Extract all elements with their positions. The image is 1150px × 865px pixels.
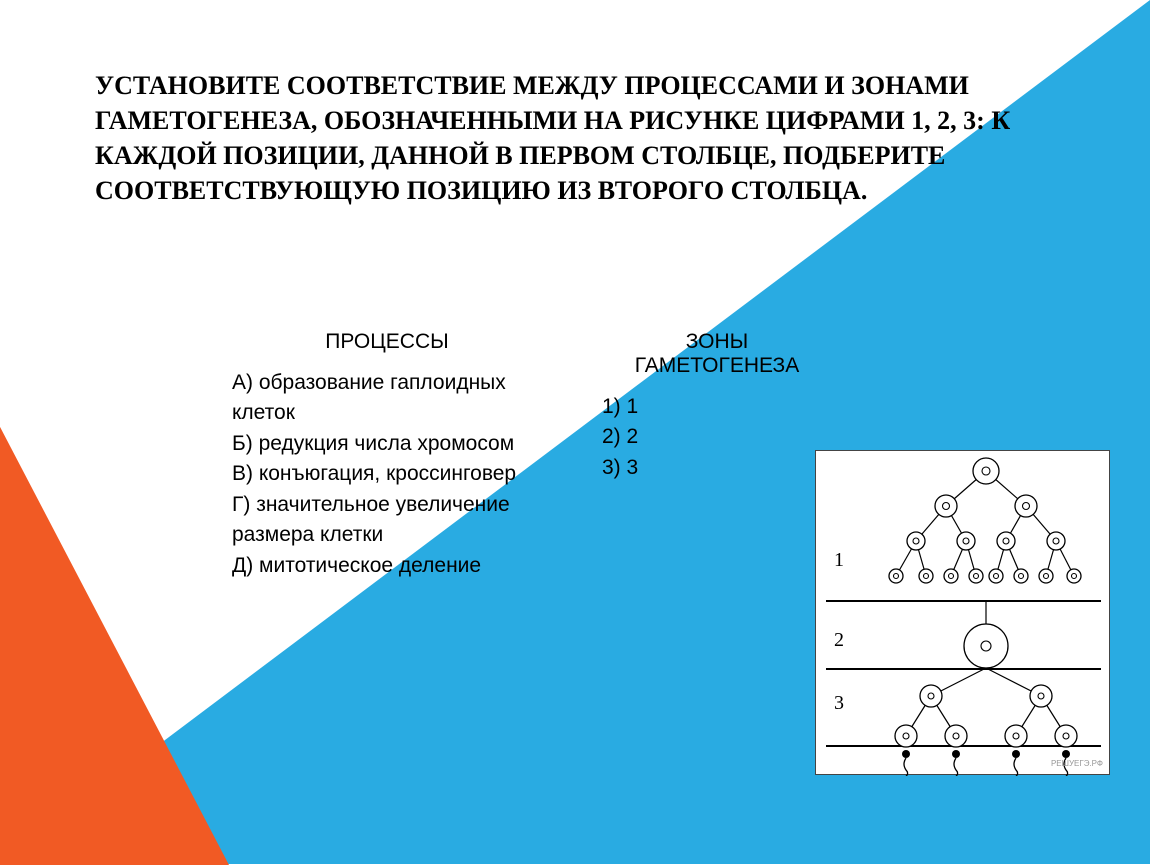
svg-text:3: 3 xyxy=(834,692,844,714)
diagram-svg: 1 2 3 xyxy=(816,451,1111,776)
columns: ПРОЦЕССЫ А) образование гаплоидных клето… xyxy=(232,330,832,581)
zone-item: 3) 3 xyxy=(602,453,832,483)
process-item: А) образование гаплоидных клеток xyxy=(232,368,542,429)
svg-text:2: 2 xyxy=(834,629,844,651)
process-item: Д) митотическое деление xyxy=(232,551,542,581)
col-processes-heading: ПРОЦЕССЫ xyxy=(232,330,542,354)
slide-content: УСТАНОВИТЕ СООТВЕТСТВИЕ МЕЖДУ ПРОЦЕССАМИ… xyxy=(0,0,1150,864)
diagram-watermark: РЕШУЕГЭ.РФ xyxy=(1051,759,1103,768)
zone-item: 1) 1 xyxy=(602,392,832,422)
process-item: В) конъюгация, кроссинговер xyxy=(232,459,542,489)
process-item: Г) значительное увеличение размера клетк… xyxy=(232,490,542,551)
zone-item: 2) 2 xyxy=(602,422,832,452)
col-processes: ПРОЦЕССЫ А) образование гаплоидных клето… xyxy=(232,330,542,581)
gametogenesis-diagram: 1 2 3 РЕШУЕГЭ.РФ xyxy=(815,450,1110,775)
process-item: Б) редукция числа хромосом xyxy=(232,429,542,459)
svg-text:1: 1 xyxy=(834,549,844,571)
col-zones: ЗОНЫ ГАМЕТОГЕНЕЗА 1) 1 2) 2 3) 3 xyxy=(602,330,832,581)
slide-title: УСТАНОВИТЕ СООТВЕТСТВИЕ МЕЖДУ ПРОЦЕССАМИ… xyxy=(95,68,1075,208)
col-zones-heading: ЗОНЫ ГАМЕТОГЕНЕЗА xyxy=(602,330,832,378)
